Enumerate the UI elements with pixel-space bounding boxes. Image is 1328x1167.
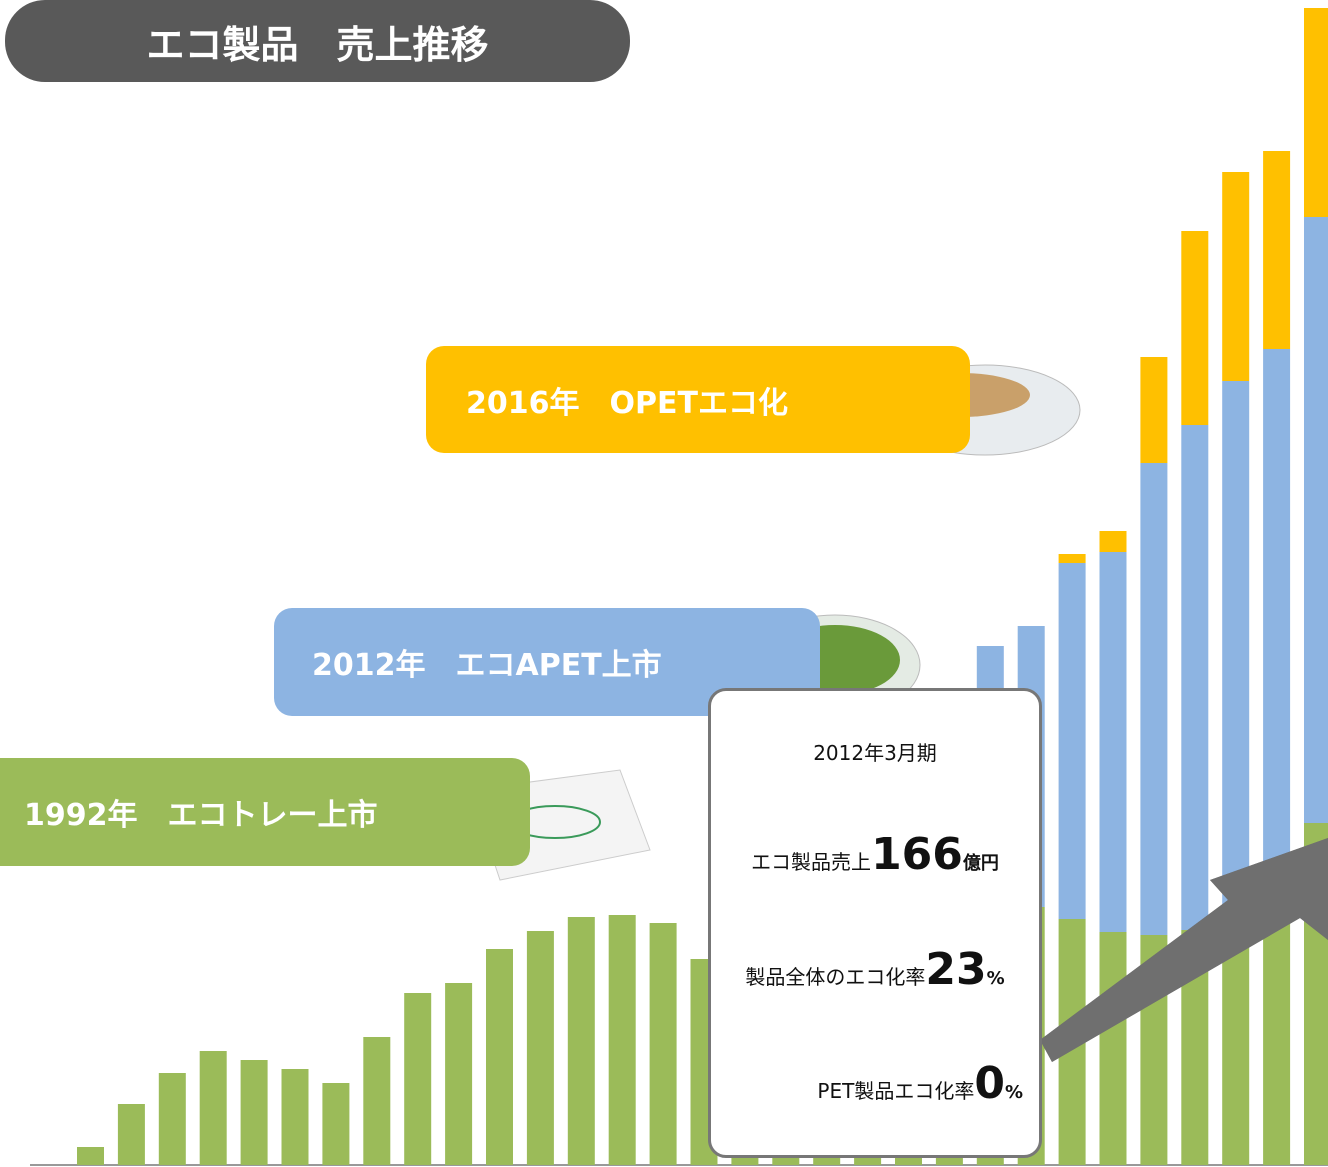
milestone-2016: 2016年 OPETエコ化 xyxy=(426,346,970,453)
callout-line: 製品全体のエコ化率 23% xyxy=(745,944,1004,995)
bar-segment xyxy=(1222,172,1250,381)
bar-segment xyxy=(1058,554,1086,563)
bar-segment xyxy=(117,1104,145,1165)
bar-segment xyxy=(1263,151,1291,349)
callout-period: 2012年3月期 xyxy=(813,740,937,765)
bar-segment xyxy=(1058,563,1086,919)
value: 23 xyxy=(925,943,987,995)
label: PET製品エコ化率 xyxy=(817,1079,975,1104)
bar-segment xyxy=(281,1069,309,1165)
bar-segment xyxy=(322,1083,350,1165)
bar-segment xyxy=(526,931,554,1165)
bar-segment xyxy=(1181,425,1209,930)
unit: % xyxy=(986,967,1005,989)
unit: 億円 xyxy=(962,853,999,875)
bar-segment xyxy=(608,915,636,1165)
bar-segment xyxy=(158,1073,186,1165)
bar-segment xyxy=(1222,381,1250,920)
label: エコ製品売上 xyxy=(751,850,872,875)
bar-segment xyxy=(1304,217,1328,823)
unit: % xyxy=(1004,1082,1023,1104)
value: 0 xyxy=(974,1058,1005,1110)
callout-line: 2012年3月期 xyxy=(813,737,937,766)
bar-segment xyxy=(445,983,473,1165)
bar-segment xyxy=(1099,552,1127,932)
bar-segment xyxy=(1263,349,1291,900)
callout-line: PET製品エコ化率 0% xyxy=(817,1058,1023,1109)
value: 166 xyxy=(871,829,963,881)
bar-segment xyxy=(1263,900,1291,1165)
bar-segment xyxy=(404,993,432,1165)
bar-segment xyxy=(649,923,677,1165)
bar-segment xyxy=(1181,231,1209,425)
bar-segment xyxy=(199,1051,227,1165)
bar-segment xyxy=(1099,531,1127,552)
bar-segment xyxy=(1099,932,1127,1165)
label: 製品全体のエコ化率 xyxy=(745,964,926,989)
bar-segment xyxy=(567,917,595,1165)
bar-segment xyxy=(486,949,513,1165)
callout-line: エコ製品売上 166 億円 xyxy=(751,829,999,880)
bar-segment xyxy=(1304,8,1328,217)
bar-segment xyxy=(1140,463,1168,935)
bar-segment xyxy=(77,1147,104,1165)
bar-segment xyxy=(240,1060,268,1165)
milestone-1992: 1992年 エコトレー上市 xyxy=(0,758,530,866)
bar-segment xyxy=(363,1037,391,1165)
callout: 2012年3月期 エコ製品売上 166 億円 製品全体のエコ化率 23% PET製品エ… xyxy=(708,688,1042,1158)
chart-title: エコ製品 売上推移 xyxy=(5,0,630,82)
bar-segment xyxy=(1140,357,1168,463)
